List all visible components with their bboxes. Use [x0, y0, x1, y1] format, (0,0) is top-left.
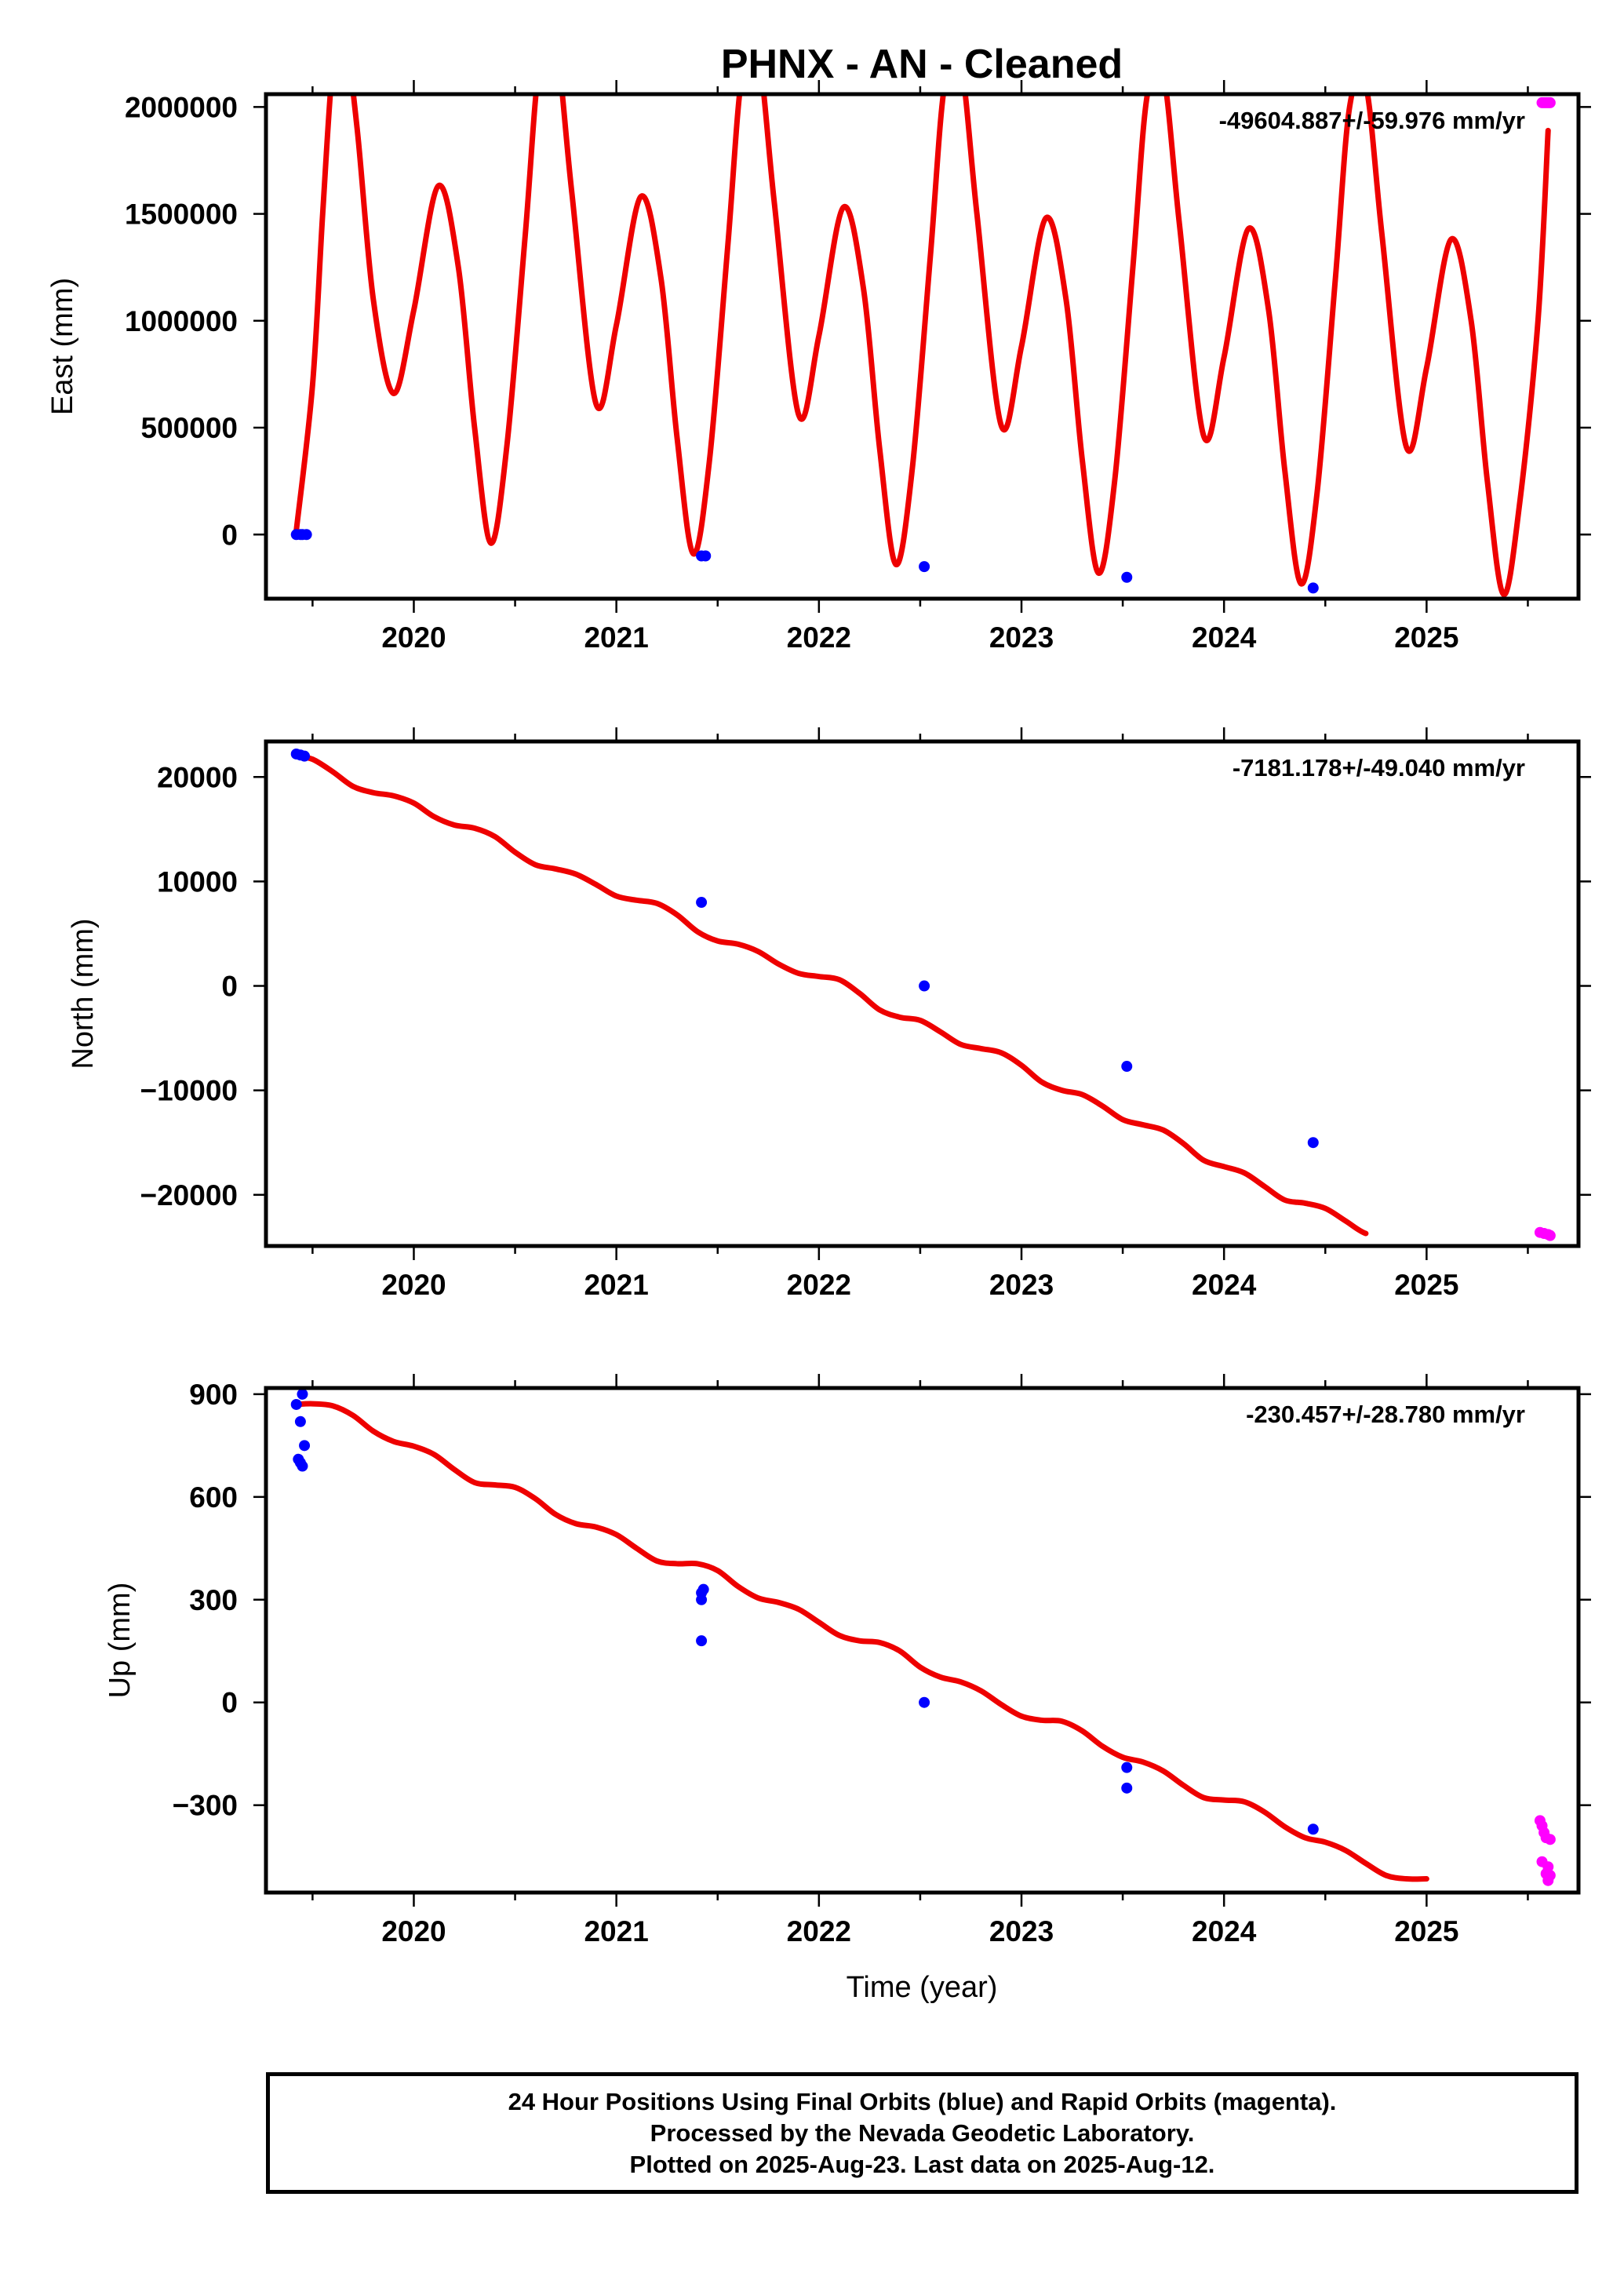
up-x-tick-label: 2021: [584, 1915, 648, 1947]
up-x-tick-label: 2023: [989, 1915, 1054, 1947]
north-data: [290, 748, 1556, 1241]
up-final-point: [297, 1388, 308, 1400]
up-y-tick-label: −300: [173, 1790, 238, 1822]
up-final-point: [297, 1460, 308, 1472]
east-plot-frame: [264, 92, 1581, 601]
up-x-tick-label: 2020: [381, 1915, 446, 1947]
north-rate-label: -7181.178+/-49.040 mm/yr: [1233, 754, 1525, 781]
east-x-tick-label: 2025: [1394, 621, 1458, 654]
north-final-point: [919, 980, 930, 992]
north-final-point: [299, 750, 311, 762]
up-x-tick-label: 2025: [1394, 1915, 1458, 1947]
east-x-tick-label: 2023: [989, 621, 1054, 654]
up-final-point: [696, 1635, 708, 1647]
east-data: [290, 94, 1556, 598]
east-final-point: [1121, 571, 1133, 583]
north-final-point: [1307, 1137, 1319, 1149]
north-rapid-point: [1544, 1230, 1556, 1241]
up-final-point: [294, 1415, 306, 1427]
up-y-tick-label: 0: [221, 1687, 238, 1719]
east-panel: 2020 2021 2022 2023 2024 2025 0 500000 1000000 15…: [46, 80, 1591, 654]
up-rapid-point: [1540, 1867, 1552, 1879]
up-data: [290, 1388, 1556, 1886]
east-y-tick-label: 1500000: [125, 199, 238, 231]
up-final-point: [299, 1440, 311, 1452]
east-x-tick-label: 2020: [381, 621, 446, 654]
up-final-point: [697, 1583, 709, 1595]
up-y-tick-label: 600: [189, 1481, 238, 1514]
north-y-axis-label: North (mm): [67, 918, 100, 1069]
north-x-tick-label: 2022: [787, 1269, 851, 1301]
up-y-axis-label: Up (mm): [104, 1583, 137, 1699]
up-plot-frame: [264, 1386, 1581, 1895]
north-y-tick-label: 20000: [157, 761, 238, 793]
east-final-point: [300, 529, 312, 541]
north-x-tick-label: 2023: [989, 1269, 1054, 1301]
east-y-tick-label: 500000: [141, 412, 238, 444]
east-y-tick-label: 2000000: [125, 91, 238, 123]
up-final-point: [1307, 1823, 1319, 1835]
up-model-curve: [293, 1401, 1429, 1882]
footer-line-1: 24 Hour Positions Using Final Orbits (bl…: [508, 2087, 1337, 2115]
north-final-point: [696, 897, 708, 909]
north-model-curve: [293, 753, 1369, 1237]
chart-title: PHNX - AN - Cleaned: [721, 42, 1123, 87]
footer-line-2: Processed by the Nevada Geodetic Laborat…: [650, 2119, 1195, 2147]
up-final-point: [1121, 1782, 1133, 1794]
up-final-point: [290, 1398, 302, 1410]
east-y-tick-label: 1000000: [125, 305, 238, 337]
up-x-tick-label: 2024: [1192, 1915, 1257, 1947]
north-x-tick-label: 2025: [1394, 1269, 1458, 1301]
east-x-tick-label: 2024: [1192, 621, 1257, 654]
east-final-point: [919, 561, 930, 573]
east-rapid-point: [1544, 97, 1556, 108]
east-y-tick-label: 0: [221, 519, 238, 551]
north-y-tick-label: −20000: [140, 1179, 239, 1211]
east-x-tick-label: 2022: [787, 621, 851, 654]
north-x-tick-label: 2024: [1192, 1269, 1257, 1301]
north-plot-frame: [264, 739, 1581, 1248]
up-rapid-point: [1544, 1834, 1556, 1845]
panels: 2020 2021 2022 2023 2024 20250500000100000015…: [46, 80, 1591, 1947]
up-rate-label: -230.457+/-28.780 mm/yr: [1246, 1401, 1525, 1428]
footer-note: 24 Hour Positions Using Final Orbits (bl…: [266, 2072, 1578, 2194]
north-panel: 2020 2021 2022 2023 2024 2025 −20000 −10000 0 100…: [67, 727, 1591, 1301]
east-rate-label: -49604.887+/-59.976 mm/yr: [1219, 107, 1525, 134]
up-final-point: [1121, 1761, 1133, 1773]
east-y-axis-label: East (mm): [46, 278, 79, 415]
north-x-tick-label: 2021: [584, 1269, 648, 1301]
north-y-tick-label: −10000: [140, 1075, 239, 1107]
up-final-point: [919, 1696, 930, 1708]
up-x-tick-label: 2022: [787, 1915, 851, 1947]
up-panel: 2020 2021 2022 2023 2024 2025 −300 0 300 600 900 Up…: [104, 1374, 1591, 1947]
x-axis-label: Time (year): [847, 1971, 998, 2004]
north-final-point: [1121, 1061, 1133, 1073]
north-y-tick-label: 0: [221, 971, 238, 1003]
up-rapid-point: [1536, 1856, 1548, 1867]
north-x-tick-label: 2020: [381, 1269, 446, 1301]
east-final-point: [1307, 582, 1319, 594]
north-y-tick-label: 10000: [157, 865, 238, 898]
up-y-tick-label: 300: [189, 1584, 238, 1616]
east-final-point: [700, 550, 712, 562]
footer-line-3: Plotted on 2025-Aug-23. Last data on 202…: [629, 2150, 1215, 2178]
east-x-tick-label: 2021: [584, 621, 648, 654]
up-y-tick-label: 900: [189, 1379, 238, 1411]
east-model-curve: [293, 94, 1551, 598]
